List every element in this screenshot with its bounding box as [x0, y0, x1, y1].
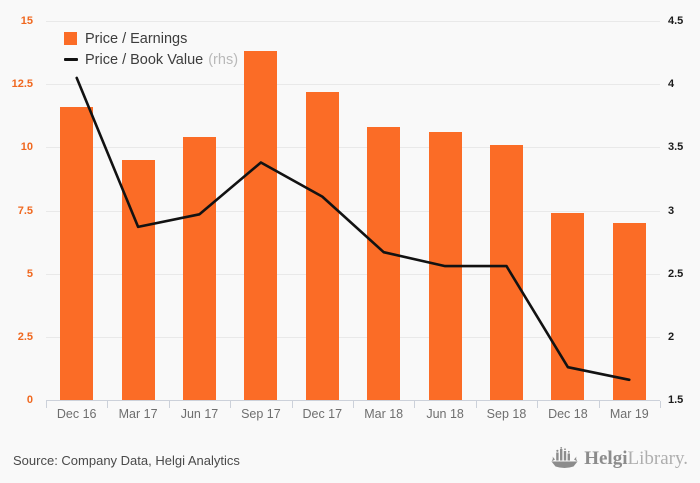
pe-bar-sep-18: [490, 144, 523, 400]
x-axis-tick: [475, 401, 477, 408]
y-axis-right: 1.5 2 2.5 3 3.5 4 4.5: [666, 15, 700, 406]
y-axis-left: 0 2.5 5 7.5 10 12.5 15: [0, 15, 36, 406]
pe-bar-dec-16: [60, 106, 94, 400]
pe-bar-mar-18: [367, 127, 401, 400]
x-axis-label-mar-19: Mar 19: [609, 407, 649, 421]
helgi-library-logo[interactable]: HelgiLibrary.: [551, 447, 688, 471]
legend-note-rhs: (rhs): [208, 51, 239, 68]
plot-area: [46, 21, 661, 408]
x-axis-line: [46, 400, 660, 401]
y-axis-left-tick-label: 10: [20, 141, 33, 154]
x-axis-tick: [660, 401, 661, 408]
x-axis-tick: [107, 401, 109, 408]
pe-bar-jun-17: [183, 137, 216, 400]
y-axis-right-tick-label: 3: [668, 204, 675, 217]
x-axis-label-dec-16: Dec 16: [56, 407, 97, 421]
y-axis-right-tick-label: 4.5: [668, 15, 684, 27]
source-text: Source: Company Data, Helgi Analytics: [13, 453, 240, 468]
x-axis-tick: [414, 401, 416, 408]
line-series-swatch: [64, 58, 78, 61]
gridline: [46, 84, 660, 86]
logo-text: HelgiLibrary.: [584, 448, 688, 469]
legend-item-price-earnings[interactable]: Price / Earnings: [64, 28, 238, 49]
y-axis-right-tick-label: 2: [668, 330, 675, 343]
x-axis-tick: [537, 401, 539, 408]
x-axis-labels: Dec 16 Mar 17 Jun 17 Sep 17 Dec 17 Mar 18 Jun …: [46, 407, 660, 425]
y-axis-right-tick-label: 1.5: [668, 394, 684, 406]
x-axis-label-jun-18: Jun 18: [426, 407, 464, 421]
x-axis-label-sep-17: Sep 17: [241, 407, 281, 421]
y-axis-left-tick-label: 0: [26, 394, 33, 406]
x-axis-tick: [291, 401, 293, 408]
y-axis-right-tick-label: 4: [668, 78, 675, 91]
x-axis-label-dec-17: Dec 17: [302, 407, 343, 421]
legend-item-price-book-value[interactable]: Price / Book Value (rhs): [64, 49, 238, 70]
viking-ship-icon: [551, 447, 578, 468]
y-axis-left-tick-label: 15: [20, 15, 33, 27]
pbv-line-series: [75, 76, 631, 382]
pe-bar-mar-19: [612, 223, 646, 400]
chart-footer: Source: Company Data, Helgi Analytics: [0, 440, 700, 483]
x-axis-label-mar-17: Mar 17: [118, 407, 158, 421]
x-axis-tick: [230, 401, 232, 408]
x-axis-label-mar-18: Mar 18: [364, 407, 404, 421]
gridline: [46, 336, 660, 338]
y-axis-left-tick-label: 12.5: [11, 78, 33, 91]
x-axis-tick: [46, 401, 47, 408]
y-axis-right-tick-label: 2.5: [668, 267, 684, 280]
x-axis-label-jun-17: Jun 17: [180, 407, 219, 421]
y-axis-right-tick-label: 3.5: [668, 141, 684, 154]
x-axis-tick: [353, 401, 354, 408]
legend-label-price-book-value: Price / Book Value: [85, 51, 204, 68]
legend: Price / Earnings Price / Book Value (rhs…: [64, 28, 238, 70]
x-axis-label-dec-18: Dec 18: [548, 407, 588, 421]
gridline: [46, 147, 660, 149]
legend-label-price-earnings: Price / Earnings: [85, 30, 188, 47]
bar-series-swatch: [64, 32, 77, 45]
gridline: [46, 210, 660, 212]
gridline: [46, 273, 660, 275]
y-axis-left-tick-label: 2.5: [17, 330, 33, 343]
y-axis-left-tick-label: 5: [26, 267, 33, 280]
x-axis-tick: [598, 401, 600, 408]
gridline: [46, 21, 660, 22]
pe-bar-sep-17: [244, 51, 278, 400]
x-axis-tick: [168, 401, 170, 408]
y-axis-left-tick-label: 7.5: [17, 204, 33, 217]
pe-bar-dec-17: [305, 91, 339, 400]
x-axis-label-sep-18: Sep 18: [486, 407, 527, 421]
